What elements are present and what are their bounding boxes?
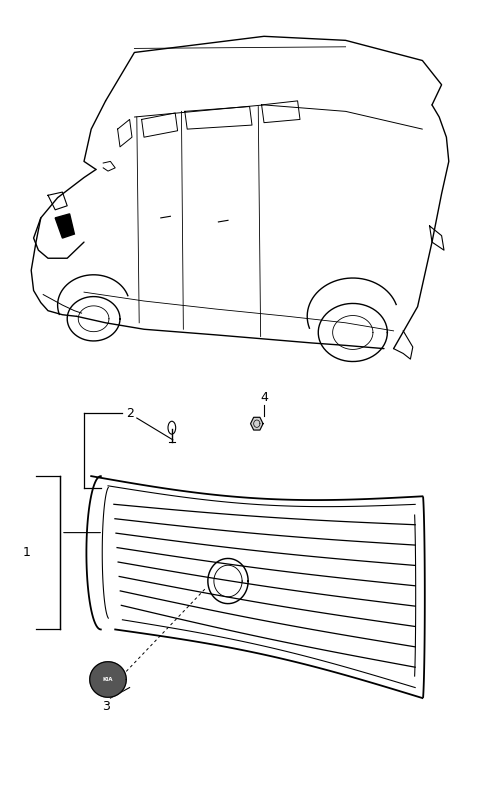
Text: KIA: KIA: [103, 677, 113, 682]
Polygon shape: [55, 214, 74, 238]
Text: 2: 2: [126, 407, 133, 420]
Text: 3: 3: [102, 700, 109, 713]
Polygon shape: [251, 417, 263, 430]
Text: 4: 4: [260, 391, 268, 404]
Text: 1: 1: [23, 546, 30, 559]
Polygon shape: [90, 662, 126, 697]
